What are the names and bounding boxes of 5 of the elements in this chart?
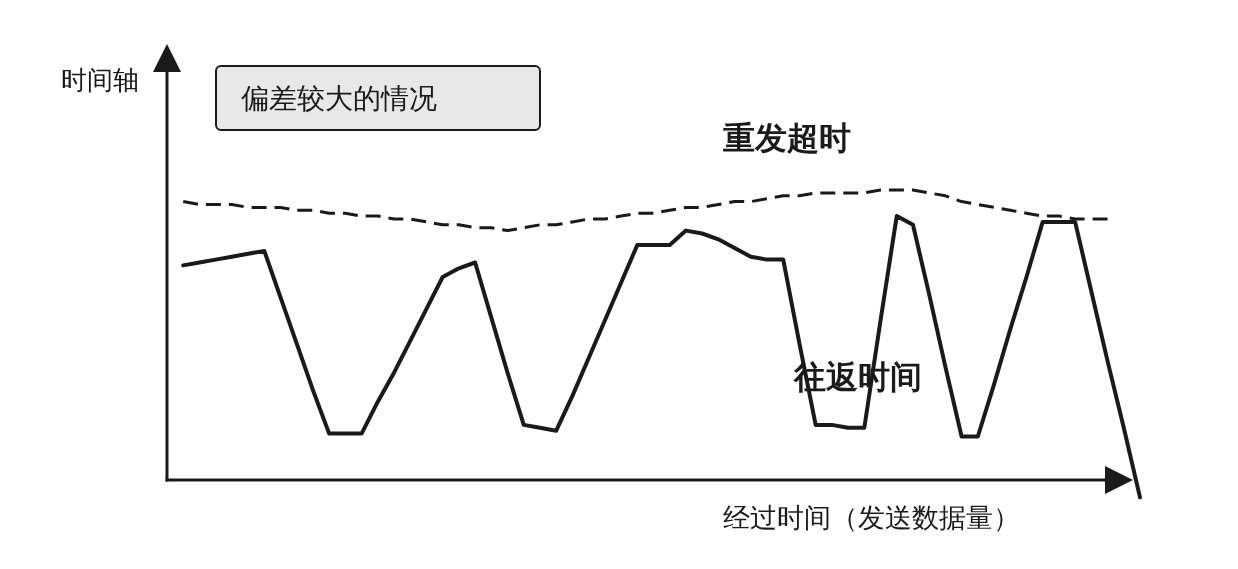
series-label: 重发超时: [723, 119, 851, 157]
chart-title: 偏差较大的情况: [241, 82, 437, 115]
y-axis-title: 时间轴: [61, 65, 139, 95]
x-axis-title: 经过时间（发送数据量）: [722, 502, 1020, 533]
title: 偏差较大的情况: [215, 65, 541, 131]
